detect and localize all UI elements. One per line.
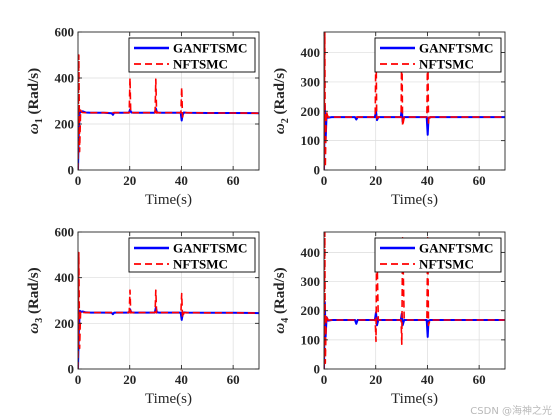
y-label-unit: (Rad/s) [26,267,42,317]
x-tick-label: 20 [369,173,382,188]
y-label-unit: (Rad/s) [272,267,288,317]
legend-label-nftsmc: NFTSMC [173,57,228,72]
y-tick-label: 0 [68,163,75,178]
x-tick-label: 60 [227,372,240,387]
legend-label-nftsmc: NFTSMC [419,57,474,72]
y-tick-label: 400 [55,71,75,86]
y-tick-label: 200 [55,316,75,331]
y-tick-label: 300 [301,274,321,289]
legend-label-ganftsmc: GANFTSMC [173,41,247,56]
x-axis-label: Time(s) [391,192,438,208]
y-label-subscript: 4 [280,318,291,323]
series-line-ganftsmc [78,107,259,170]
x-tick-label: 0 [75,173,82,188]
y-label-subscript: 3 [34,318,45,323]
axes-frame [77,31,260,171]
y-tick-label: 400 [301,245,321,260]
x-axis-label: Time(s) [145,391,192,407]
series-group [78,251,259,369]
y-tick-label: 400 [55,270,75,285]
legend-label-ganftsmc: GANFTSMC [419,241,493,256]
axes-frame [77,231,260,370]
x-tick-label: 40 [175,372,188,387]
y-label-unit: (Rad/s) [26,68,42,118]
y-tick-label: 600 [55,25,75,40]
y-tick-label: 0 [314,362,321,377]
x-tick-label: 20 [123,173,136,188]
x-tick-label: 0 [321,173,328,188]
legend-label-ganftsmc: GANFTSMC [419,41,493,56]
y-tick-label: 100 [301,332,321,347]
y-tick-label: 400 [301,45,321,60]
series-group [324,32,505,170]
legend-box [374,237,502,273]
x-tick-label: 0 [75,372,82,387]
x-tick-label: 40 [421,173,434,188]
x-axis-label: Time(s) [391,391,438,407]
y-label-symbol: ω [272,323,288,334]
x-tick-label: 60 [227,173,240,188]
x-axis-label: Time(s) [145,192,192,208]
y-tick-label: 0 [68,362,75,377]
y-tick-label: 200 [301,104,321,119]
x-tick-label: 40 [421,372,434,387]
x-tick-label: 0 [321,372,328,387]
x-tick-label: 20 [369,372,382,387]
y-label-subscript: 2 [280,118,291,123]
series-group [78,54,259,170]
watermark-text: CSDN @海神之光 [470,406,552,417]
y-tick-label: 100 [301,133,321,148]
y-label-symbol: ω [272,123,288,134]
legend-label-nftsmc: NFTSMC [173,257,228,272]
series-line-nftsmc [78,54,259,170]
x-tick-label: 40 [175,173,188,188]
subplot-2: 0 20 40 60 0 100 200 300 400 Time(s) ω2 (Rad/s) GAN… [272,31,506,208]
y-tick-label: 200 [301,303,321,318]
x-tick-label: 60 [473,372,486,387]
series-line-nftsmc [324,232,505,369]
axes-frame [323,231,506,370]
y-label-unit: (Rad/s) [272,68,288,118]
x-tick-label: 60 [473,173,486,188]
legend-box [128,37,256,73]
y-tick-label: 300 [301,74,321,89]
y-label-subscript: 1 [34,118,45,123]
legend-box [374,37,502,73]
legend-box [128,237,256,273]
y-tick-label: 0 [314,163,321,178]
y-axis-label: ω2 (Rad/s) [272,68,291,134]
series-line-nftsmc [78,251,259,369]
y-axis-label: ω3 (Rad/s) [26,267,45,333]
series-group [324,232,505,369]
y-label-symbol: ω [26,123,42,134]
axes-frame [323,31,506,171]
series-line-nftsmc [324,32,505,170]
y-axis-label: ω4 (Rad/s) [272,267,291,333]
subplot-4: 0 20 40 60 0 100 200 300 400 Time(s) ω4 (Rad/s) GAN… [272,231,506,407]
y-label-symbol: ω [26,323,42,334]
legend-label-nftsmc: NFTSMC [419,257,474,272]
y-tick-label: 200 [55,117,75,132]
legend-label-ganftsmc: GANFTSMC [173,241,247,256]
y-tick-label: 600 [55,225,75,240]
y-axis-label: ω1 (Rad/s) [26,68,45,134]
x-tick-label: 20 [123,372,136,387]
